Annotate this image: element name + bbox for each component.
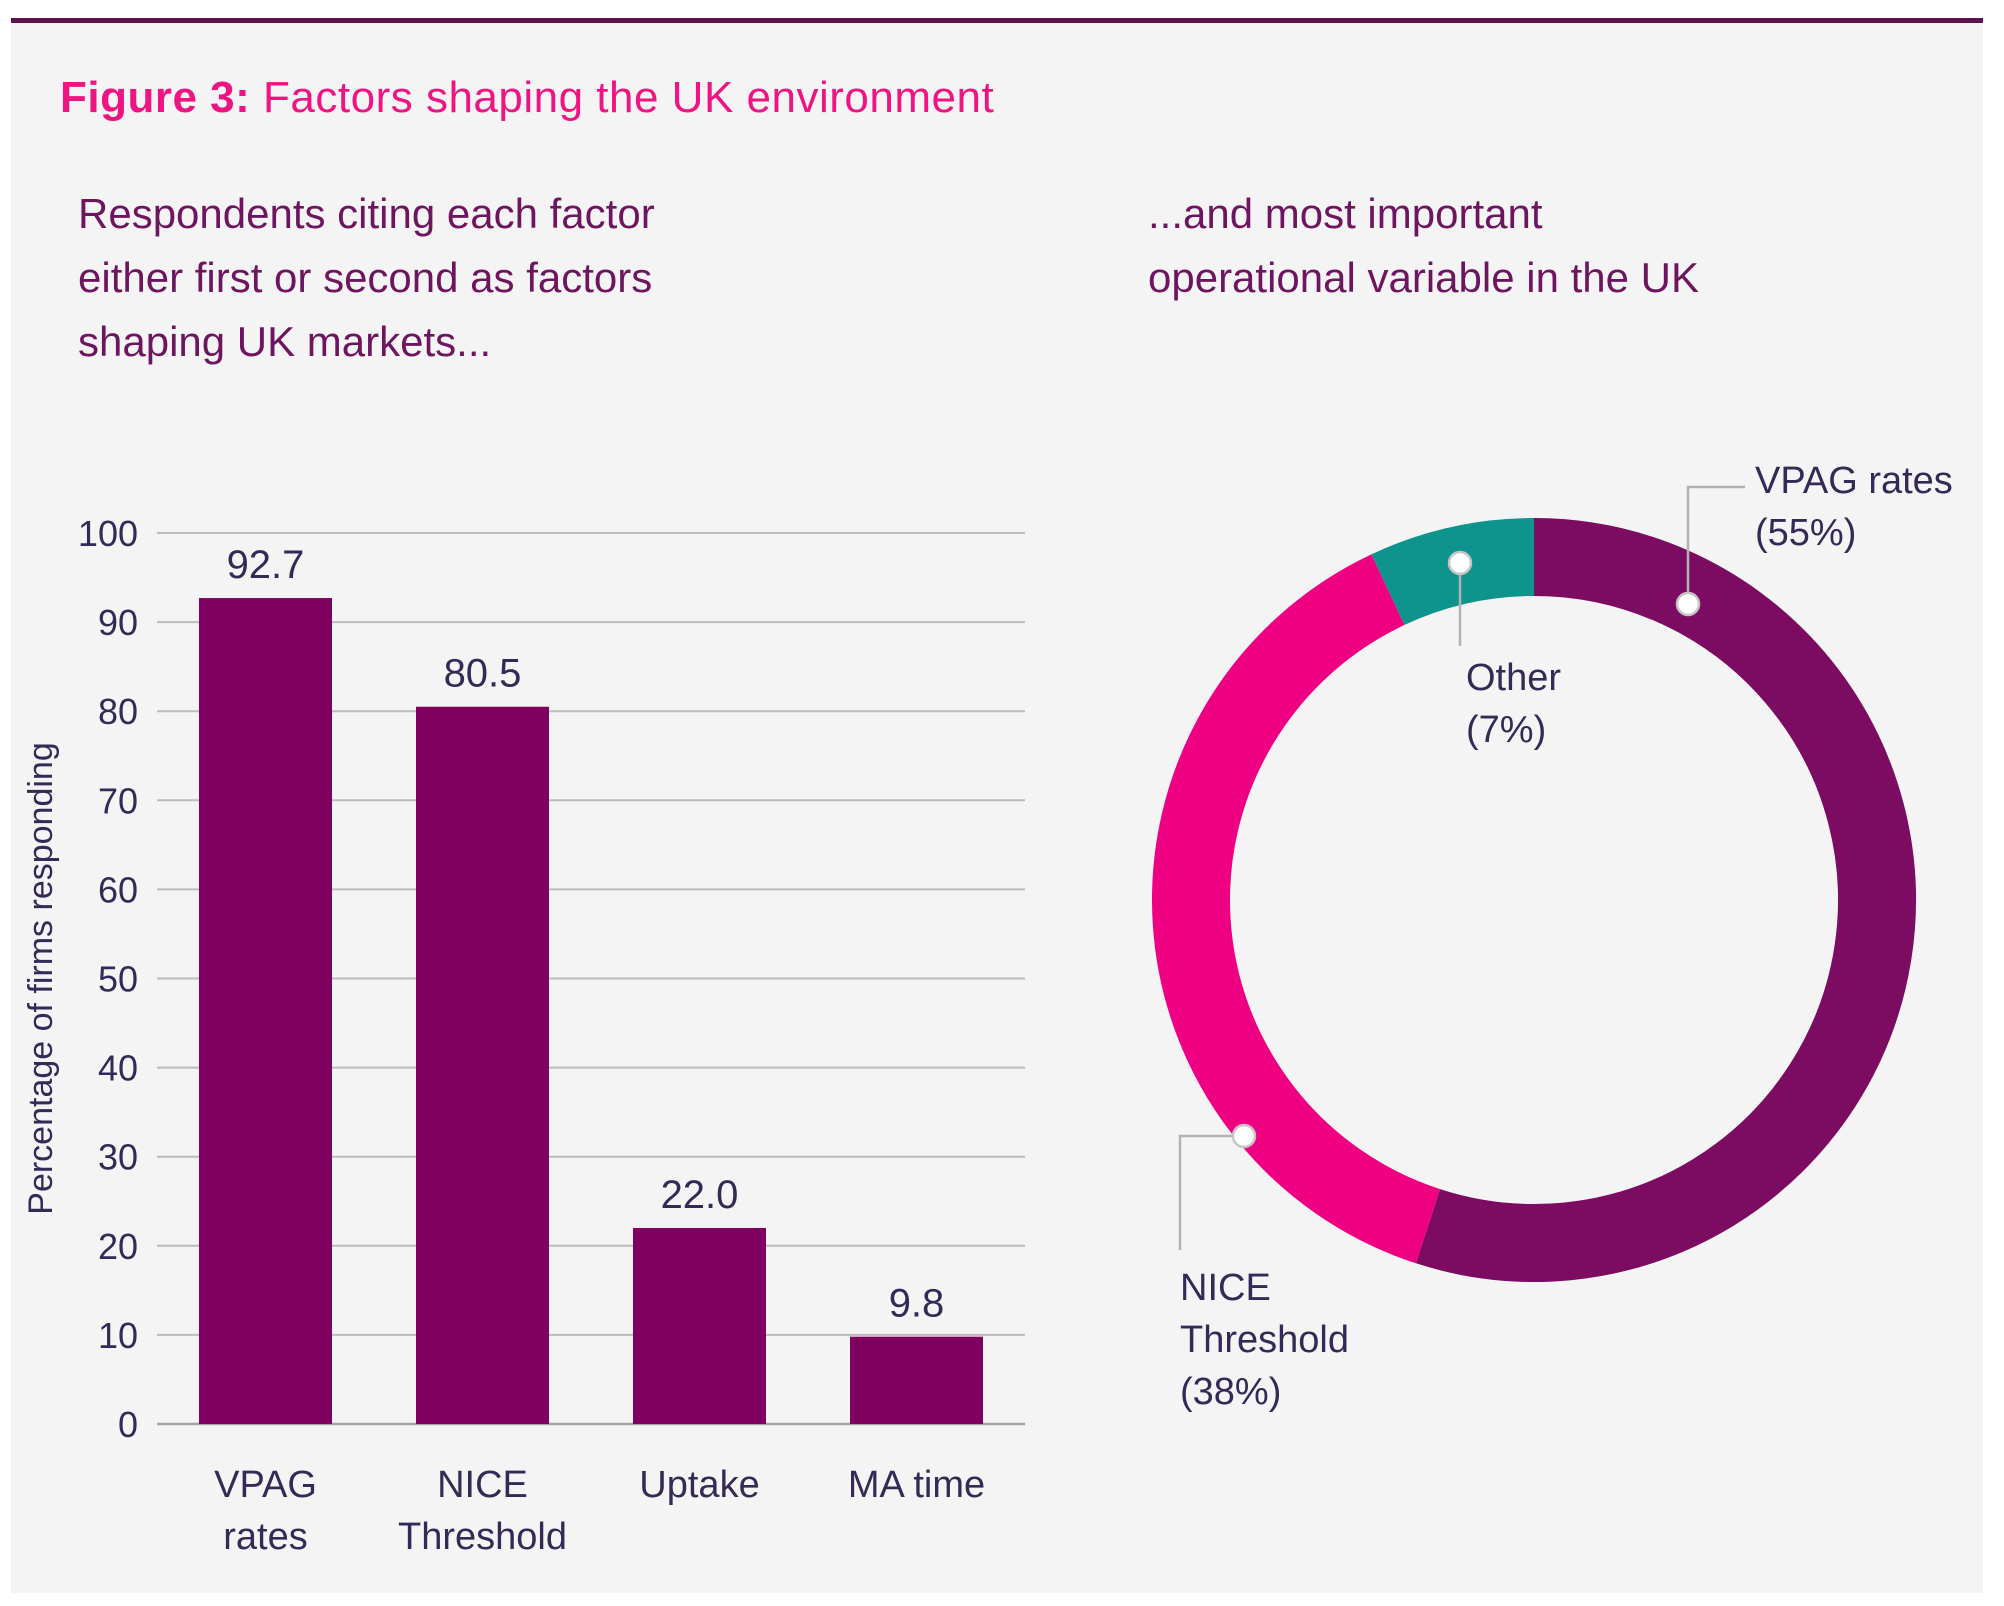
- leader-dot-nice-threshold: [1231, 1123, 1257, 1149]
- x-category-label: rates: [223, 1516, 307, 1558]
- leader-dot-vpag-rates: [1675, 591, 1701, 617]
- bar-chart-subtitle-line: either first or second as factors: [78, 254, 653, 301]
- bar-value-label: 9.8: [889, 1282, 945, 1326]
- bar-chart-subtitle-line: shaping UK markets...: [78, 318, 492, 365]
- figure-number-label: Figure 3:: [60, 73, 251, 122]
- bar-nice-threshold: [416, 706, 549, 1424]
- figure-title-text: Factors shaping the UK environment: [250, 73, 995, 122]
- top-accent-rule: [11, 18, 1983, 23]
- x-category-label: Uptake: [639, 1464, 759, 1506]
- y-tick-80: 80: [98, 691, 138, 732]
- x-category-label: NICE: [437, 1464, 528, 1506]
- y-axis-title: Percentage of firms responding: [22, 742, 60, 1214]
- donut-slice-label: (38%): [1180, 1371, 1281, 1413]
- donut-chart-subtitle-line: ...and most important: [1148, 190, 1543, 237]
- donut-slice-nice-threshold: [1152, 554, 1441, 1264]
- donut-slice-label: Threshold: [1180, 1319, 1349, 1361]
- x-category-label: VPAG: [214, 1464, 317, 1506]
- bar-value-label: 92.7: [227, 543, 305, 587]
- y-tick-20: 20: [98, 1226, 138, 1267]
- leader-line-vpag-rates: [1686, 485, 1745, 604]
- y-tick-0: 0: [118, 1404, 138, 1445]
- bar-value-label: 80.5: [444, 652, 522, 696]
- donut-slice-label: NICE: [1180, 1267, 1271, 1309]
- y-tick-40: 40: [98, 1048, 138, 1089]
- donut-slice-vpag-rates: [1416, 518, 1917, 1282]
- bar-chart-subtitle: Respondents citing each factor either fi…: [78, 182, 655, 374]
- leader-dot-other: [1447, 550, 1473, 576]
- bar-value-label: 22.0: [661, 1173, 739, 1217]
- donut-slice-label: Other: [1466, 657, 1561, 699]
- donut-slice-label: VPAG rates: [1755, 460, 1953, 502]
- y-tick-100: 100: [78, 513, 138, 554]
- bar-chart-subtitle-line: Respondents citing each factor: [78, 190, 655, 237]
- bar-ma-time: [850, 1336, 983, 1424]
- donut-chart-subtitle: ...and most important operational variab…: [1148, 182, 1699, 310]
- y-tick-70: 70: [98, 780, 138, 821]
- figure-title: Figure 3: Factors shaping the UK environ…: [60, 72, 994, 124]
- leader-line-nice-threshold: [1178, 1134, 1244, 1250]
- donut-chart-subtitle-line: operational variable in the UK: [1148, 254, 1700, 301]
- y-tick-60: 60: [98, 869, 138, 910]
- y-tick-10: 10: [98, 1315, 138, 1356]
- x-category-label: Threshold: [398, 1516, 567, 1558]
- donut-slice-label: (55%): [1755, 512, 1856, 554]
- y-tick-30: 30: [98, 1137, 138, 1178]
- donut-slice-label: (7%): [1466, 709, 1546, 751]
- y-tick-50: 50: [98, 959, 138, 1000]
- x-category-label: MA time: [848, 1464, 985, 1506]
- y-tick-90: 90: [98, 602, 138, 643]
- bar-vpag-rates: [199, 598, 332, 1424]
- figure-panel: [11, 23, 1983, 1593]
- bar-uptake: [633, 1227, 766, 1424]
